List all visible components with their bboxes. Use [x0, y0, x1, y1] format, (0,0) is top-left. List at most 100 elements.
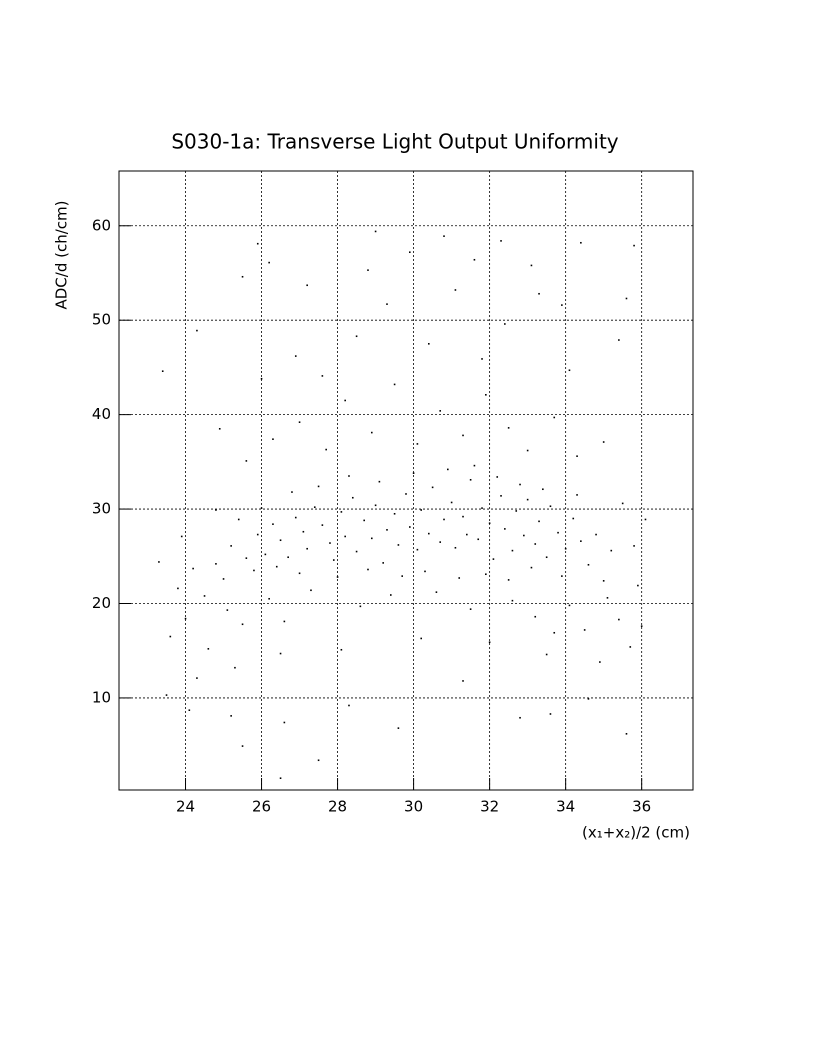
point — [370, 537, 373, 540]
point — [370, 431, 373, 434]
point — [367, 269, 369, 271]
point — [481, 507, 483, 509]
point — [188, 709, 191, 712]
point — [340, 648, 343, 651]
point — [192, 567, 194, 570]
point — [241, 623, 244, 626]
x-tick-label: 26 — [252, 798, 271, 816]
point — [241, 745, 244, 747]
point — [340, 511, 343, 513]
point — [602, 441, 605, 443]
point — [488, 522, 491, 525]
point — [519, 716, 521, 719]
point — [504, 323, 506, 325]
point — [397, 727, 400, 729]
point — [363, 519, 365, 522]
point — [409, 526, 411, 528]
y-tick-label: 40 — [92, 405, 111, 423]
x-tick-label: 24 — [176, 798, 195, 816]
y-tick-label: 50 — [92, 311, 111, 329]
point — [500, 240, 502, 242]
point — [564, 547, 567, 550]
point — [283, 721, 286, 724]
point — [568, 369, 571, 372]
point — [196, 329, 198, 332]
point — [310, 589, 312, 592]
point — [378, 480, 381, 483]
point — [355, 335, 358, 338]
x-tick-label: 30 — [404, 798, 423, 816]
point — [534, 615, 537, 618]
point — [454, 289, 457, 291]
point — [545, 653, 548, 656]
point — [245, 460, 248, 462]
point — [321, 524, 324, 526]
point — [294, 516, 297, 519]
point — [553, 416, 556, 419]
point — [196, 677, 198, 679]
point — [580, 241, 582, 244]
point — [621, 502, 624, 505]
point — [424, 570, 426, 573]
point — [530, 264, 533, 267]
point — [530, 566, 533, 569]
point — [538, 292, 540, 295]
point — [439, 541, 442, 543]
point — [519, 483, 521, 486]
point — [374, 504, 377, 507]
point — [606, 597, 609, 599]
point — [177, 587, 179, 590]
point — [443, 235, 445, 237]
point — [595, 533, 597, 536]
point — [618, 339, 620, 341]
point — [302, 530, 305, 533]
point — [279, 777, 282, 779]
point — [165, 694, 168, 696]
point — [317, 485, 320, 488]
point — [454, 546, 457, 549]
point — [568, 604, 571, 607]
point — [443, 518, 445, 521]
point — [287, 556, 289, 559]
point — [306, 547, 308, 550]
point — [393, 383, 396, 386]
point — [260, 377, 263, 380]
point — [298, 572, 301, 575]
plot-frame — [118, 170, 694, 791]
point — [218, 427, 221, 430]
point — [534, 543, 537, 545]
point — [416, 548, 419, 551]
point — [504, 528, 506, 530]
point — [215, 509, 217, 511]
point — [629, 646, 632, 648]
point — [230, 715, 232, 717]
point — [344, 535, 346, 538]
point — [386, 529, 388, 531]
x-tick-label: 28 — [328, 798, 347, 816]
point — [268, 597, 270, 600]
point — [492, 558, 495, 560]
point — [485, 573, 487, 576]
point — [382, 562, 384, 564]
point — [397, 544, 400, 546]
chart-title: S030-1a: Transverse Light Output Uniform… — [171, 130, 618, 154]
point — [473, 258, 476, 261]
point — [355, 550, 358, 553]
point — [515, 510, 518, 512]
point — [260, 507, 263, 509]
point — [542, 488, 544, 491]
point — [268, 261, 270, 264]
point — [332, 559, 335, 561]
point — [416, 443, 419, 445]
point — [374, 230, 377, 233]
point — [272, 523, 274, 525]
point — [450, 501, 453, 504]
point — [256, 533, 259, 536]
point — [386, 303, 388, 305]
point — [500, 495, 502, 497]
point — [458, 577, 461, 579]
y-tick-label: 30 — [92, 500, 111, 518]
point — [336, 576, 339, 578]
point — [507, 427, 510, 429]
point — [637, 584, 639, 587]
